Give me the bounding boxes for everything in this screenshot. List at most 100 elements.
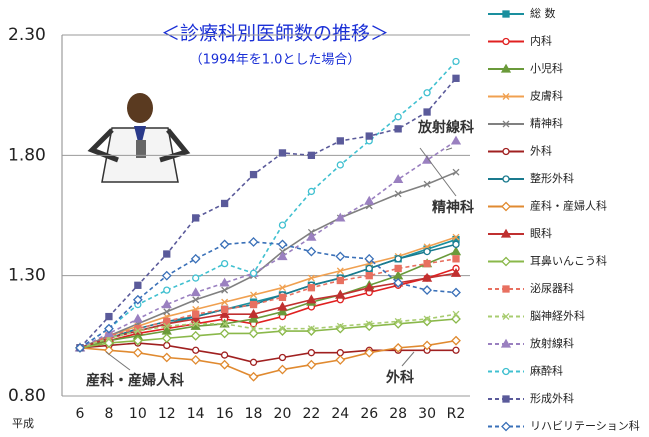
legend-label: 脳神経外科	[530, 309, 585, 323]
series-line	[79, 236, 457, 349]
annotation: 精神科	[432, 199, 474, 216]
marker	[163, 308, 171, 316]
marker	[221, 320, 229, 328]
marker	[422, 316, 432, 327]
annotation: 外科	[386, 369, 414, 386]
legend-marker	[502, 120, 510, 128]
marker	[336, 322, 344, 330]
legend-label: リハビリテーション科	[530, 419, 640, 433]
marker	[336, 137, 344, 145]
series-line	[79, 318, 457, 349]
marker	[451, 335, 461, 346]
marker	[452, 255, 460, 263]
marker	[161, 352, 172, 363]
marker	[192, 296, 200, 304]
marker	[220, 305, 229, 314]
series	[76, 310, 460, 352]
legend-label: 精神科	[530, 116, 563, 130]
marker	[422, 340, 432, 351]
marker	[423, 180, 431, 188]
marker	[192, 214, 200, 222]
marker	[219, 328, 230, 339]
marker	[219, 308, 230, 318]
marker	[452, 346, 460, 354]
legend-label: 皮膚科	[530, 89, 563, 103]
marker	[190, 354, 201, 365]
legend-marker	[502, 93, 510, 100]
marker	[163, 286, 171, 294]
marker	[248, 308, 259, 318]
annotation-leader	[105, 351, 131, 371]
series-line	[79, 258, 457, 349]
x-tick-label: 22	[302, 406, 320, 422]
marker	[104, 338, 114, 348]
annotation: 産科・産婦人科	[86, 372, 184, 389]
marker	[335, 354, 346, 365]
legend-marker	[502, 367, 510, 376]
marker	[365, 264, 373, 273]
marker	[278, 353, 287, 362]
marker	[306, 294, 317, 304]
series-line	[79, 339, 457, 378]
marker	[221, 286, 229, 294]
series-line	[79, 60, 457, 349]
marker	[190, 253, 201, 264]
marker	[192, 310, 200, 318]
x-tick-label: 14	[187, 406, 205, 422]
marker	[365, 320, 373, 328]
marker	[393, 318, 404, 329]
marker	[250, 325, 257, 333]
marker	[134, 281, 142, 289]
legend-label: 小児科	[530, 61, 563, 75]
series-line	[79, 171, 457, 349]
marker	[219, 239, 230, 250]
marker	[161, 299, 172, 309]
x-axis-label: 平成	[12, 417, 34, 430]
marker	[423, 89, 431, 97]
marker	[307, 187, 316, 196]
legend-label: 総 数	[530, 6, 556, 20]
marker	[277, 364, 288, 375]
annotation: 放射線科	[417, 119, 474, 136]
marker	[192, 346, 200, 354]
legend-marker	[502, 175, 510, 183]
x-tick-label: R2	[447, 406, 466, 422]
chart-subtitle: （1994年を1.0とした場合）	[190, 53, 361, 68]
annotation-leader	[445, 147, 453, 151]
marker	[277, 251, 288, 261]
marker	[452, 74, 460, 82]
x-tick-label: 28	[389, 406, 407, 422]
series-line	[79, 140, 457, 349]
legend-marker	[501, 256, 511, 267]
marker	[132, 347, 143, 358]
marker	[75, 342, 85, 353]
marker	[452, 57, 460, 66]
marker	[394, 264, 402, 273]
annotation-leader	[419, 147, 457, 197]
marker	[278, 293, 287, 301]
legend-label: 放射線科	[530, 336, 574, 350]
marker	[250, 291, 257, 299]
marker	[249, 300, 258, 309]
marker	[248, 237, 259, 247]
marker	[307, 284, 316, 292]
legend-marker	[502, 395, 510, 403]
marker	[279, 325, 286, 333]
marker	[365, 132, 373, 140]
x-tick-label: 24	[331, 406, 349, 422]
legend-label: 泌尿器科	[530, 281, 574, 295]
marker	[190, 330, 201, 341]
marker	[421, 272, 433, 282]
marker	[336, 267, 344, 275]
legend-label: 麻酔科	[530, 364, 563, 378]
x-tick-label: 16	[216, 406, 234, 422]
annotation-leader	[401, 351, 415, 367]
legend-marker	[501, 201, 511, 212]
marker	[394, 113, 402, 121]
x-tick-label: 10	[129, 406, 147, 422]
marker	[278, 221, 287, 229]
marker	[364, 347, 375, 358]
marker	[335, 289, 346, 299]
marker	[163, 250, 171, 258]
